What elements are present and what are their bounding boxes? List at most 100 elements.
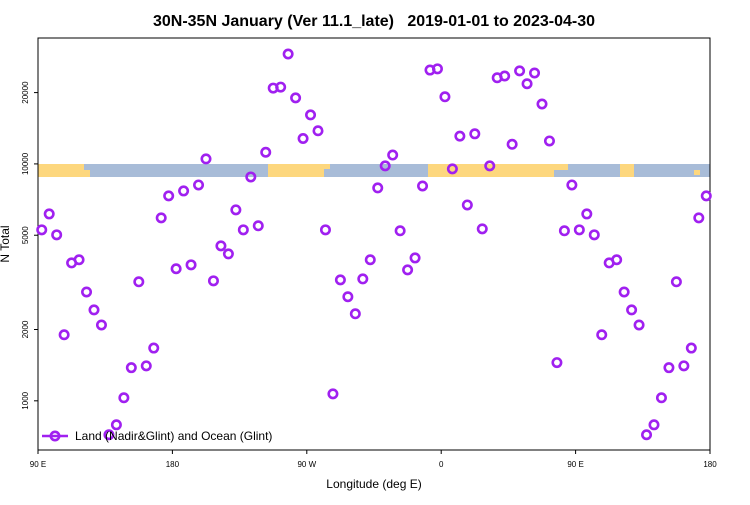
point — [334, 274, 346, 286]
point — [499, 70, 511, 82]
point — [319, 224, 331, 236]
point — [678, 360, 690, 372]
point — [529, 67, 541, 79]
point — [81, 286, 93, 298]
point — [402, 264, 414, 276]
point — [454, 130, 466, 142]
point — [222, 248, 234, 260]
x-tick-label: 180 — [703, 460, 717, 469]
point — [439, 91, 451, 103]
point — [290, 92, 302, 104]
point — [476, 223, 488, 235]
point — [51, 229, 63, 241]
x-tick-label: 90 E — [567, 460, 583, 469]
x-tick-label: 0 — [439, 460, 444, 469]
point — [641, 429, 653, 441]
point — [364, 254, 376, 266]
point — [327, 388, 339, 400]
point — [312, 125, 324, 137]
plot-frame — [37, 37, 711, 451]
point — [260, 146, 272, 158]
point — [230, 204, 242, 216]
point — [700, 190, 712, 202]
point — [626, 304, 638, 316]
point — [521, 78, 533, 90]
point — [596, 329, 608, 341]
point — [514, 65, 526, 77]
point — [148, 342, 160, 354]
point — [566, 179, 578, 191]
point — [73, 254, 85, 266]
point — [581, 208, 593, 220]
point — [185, 259, 197, 271]
point — [140, 360, 152, 372]
point — [573, 224, 585, 236]
point — [215, 240, 227, 252]
x-tick-label: 180 — [166, 460, 180, 469]
point — [170, 263, 182, 275]
point — [357, 273, 369, 285]
point — [618, 286, 630, 298]
point — [611, 254, 623, 266]
point — [297, 133, 309, 145]
point — [305, 109, 317, 121]
point — [349, 308, 361, 320]
point — [469, 128, 481, 140]
point — [155, 212, 167, 224]
point — [633, 319, 645, 331]
point — [237, 224, 249, 236]
point — [252, 220, 264, 232]
point — [543, 135, 555, 147]
point — [417, 180, 429, 192]
point — [103, 429, 115, 441]
y-axis-label: N Total — [0, 225, 12, 262]
point — [125, 362, 137, 374]
point — [36, 224, 48, 236]
point — [670, 276, 682, 288]
point — [394, 225, 406, 237]
point — [506, 138, 518, 150]
point — [207, 275, 219, 287]
legend-marker — [49, 430, 61, 442]
point — [200, 153, 212, 165]
point — [342, 291, 354, 303]
map-strip — [38, 164, 710, 177]
point — [178, 185, 190, 197]
point — [379, 160, 391, 172]
chart-title: 30N-35N January (Ver 11.1_late) 2019-01-… — [153, 13, 595, 30]
point — [118, 392, 130, 404]
point — [133, 276, 145, 288]
point — [275, 81, 287, 93]
point — [536, 98, 548, 110]
point — [372, 182, 384, 194]
point — [88, 304, 100, 316]
x-tick-label: 90 W — [297, 460, 316, 469]
x-axis-label: Longitude (deg E) — [326, 477, 421, 491]
y-tick-label: 1000 — [21, 391, 30, 409]
point — [95, 319, 107, 331]
point — [193, 179, 205, 191]
point — [663, 362, 675, 374]
point — [685, 342, 697, 354]
point — [387, 149, 399, 161]
point — [588, 229, 600, 241]
y-tick-label: 10000 — [21, 152, 30, 175]
point — [282, 48, 294, 60]
point — [558, 225, 570, 237]
point — [163, 190, 175, 202]
point — [431, 63, 443, 75]
point — [551, 357, 563, 369]
point — [110, 419, 122, 431]
point — [446, 163, 458, 175]
point — [484, 160, 496, 172]
point — [58, 329, 70, 341]
point — [409, 252, 421, 264]
y-tick-label: 5000 — [21, 226, 30, 244]
point — [245, 171, 257, 183]
point — [648, 419, 660, 431]
point — [43, 208, 55, 220]
y-tick-label: 2000 — [21, 320, 30, 338]
point — [461, 199, 473, 211]
point — [655, 392, 667, 404]
